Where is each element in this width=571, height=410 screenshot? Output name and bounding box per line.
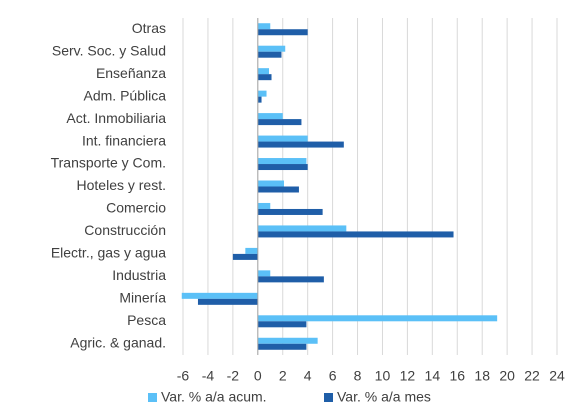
y-tick-label: Act. Inmobiliaria bbox=[66, 110, 166, 126]
bar bbox=[257, 208, 323, 215]
x-tick-label: 20 bbox=[499, 368, 515, 384]
x-tick-label: 24 bbox=[549, 368, 565, 384]
y-tick-label: Minería bbox=[119, 290, 166, 306]
y-tick-label: Comercio bbox=[106, 200, 166, 216]
y-tick-label: Enseñanza bbox=[96, 65, 166, 81]
bar bbox=[257, 113, 283, 120]
x-tick-label: 2 bbox=[279, 368, 287, 384]
x-tick-label: 22 bbox=[524, 368, 540, 384]
y-tick-label: Construcción bbox=[84, 222, 166, 238]
y-tick-label: Agric. & ganad. bbox=[70, 334, 166, 350]
bar bbox=[245, 247, 258, 254]
bar bbox=[257, 225, 347, 232]
bar bbox=[257, 202, 271, 209]
x-tick-label: 18 bbox=[474, 368, 490, 384]
x-tick-label: -4 bbox=[202, 368, 215, 384]
y-tick-label: Electr., gas y agua bbox=[51, 245, 166, 261]
bar bbox=[257, 74, 272, 81]
bar bbox=[257, 90, 267, 97]
bar bbox=[197, 298, 258, 305]
x-tick-label: 6 bbox=[329, 368, 337, 384]
x-tick-label: 10 bbox=[375, 368, 391, 384]
x-tick-label: -2 bbox=[227, 368, 240, 384]
bar bbox=[257, 96, 262, 103]
legend-label: Var. % a/a acum. bbox=[161, 389, 267, 405]
bar bbox=[257, 337, 318, 344]
x-tick-label: 8 bbox=[354, 368, 362, 384]
x-tick-label: 4 bbox=[304, 368, 312, 384]
bar bbox=[257, 29, 308, 36]
y-tick-label: Adm. Pública bbox=[84, 87, 167, 103]
bar bbox=[257, 135, 308, 142]
bar bbox=[232, 253, 258, 260]
bar bbox=[257, 141, 344, 148]
legend-swatch bbox=[324, 393, 333, 402]
y-tick-label: Transporte y Com. bbox=[51, 155, 166, 171]
bar bbox=[257, 23, 271, 30]
bar bbox=[257, 45, 286, 52]
y-tick-label: Otras bbox=[132, 20, 166, 36]
bar bbox=[257, 343, 307, 350]
bar bbox=[257, 276, 324, 283]
x-tick-label: -6 bbox=[177, 368, 190, 384]
legend-label: Var. % a/a mes bbox=[337, 389, 431, 405]
y-tick-label: Pesca bbox=[127, 312, 166, 328]
y-tick-label: Int. financiera bbox=[82, 132, 166, 148]
bar bbox=[257, 231, 454, 238]
bar bbox=[257, 119, 302, 126]
x-tick-label: 12 bbox=[400, 368, 416, 384]
bar bbox=[257, 158, 307, 165]
bar bbox=[257, 180, 284, 187]
y-tick-label: Industria bbox=[112, 267, 166, 283]
bar bbox=[181, 292, 258, 299]
bar bbox=[257, 315, 498, 322]
bar bbox=[257, 68, 270, 75]
bar bbox=[257, 51, 282, 58]
bar bbox=[257, 270, 271, 277]
legend-swatch bbox=[148, 393, 157, 402]
x-tick-label: 14 bbox=[425, 368, 441, 384]
y-tick-label: Serv. Soc. y Salud bbox=[52, 42, 166, 58]
bar bbox=[257, 164, 308, 171]
bar bbox=[257, 186, 299, 193]
y-tick-label: Hoteles y rest. bbox=[77, 177, 166, 193]
bar bbox=[257, 321, 307, 328]
x-tick-label: 16 bbox=[449, 368, 465, 384]
x-tick-label: 0 bbox=[254, 368, 262, 384]
